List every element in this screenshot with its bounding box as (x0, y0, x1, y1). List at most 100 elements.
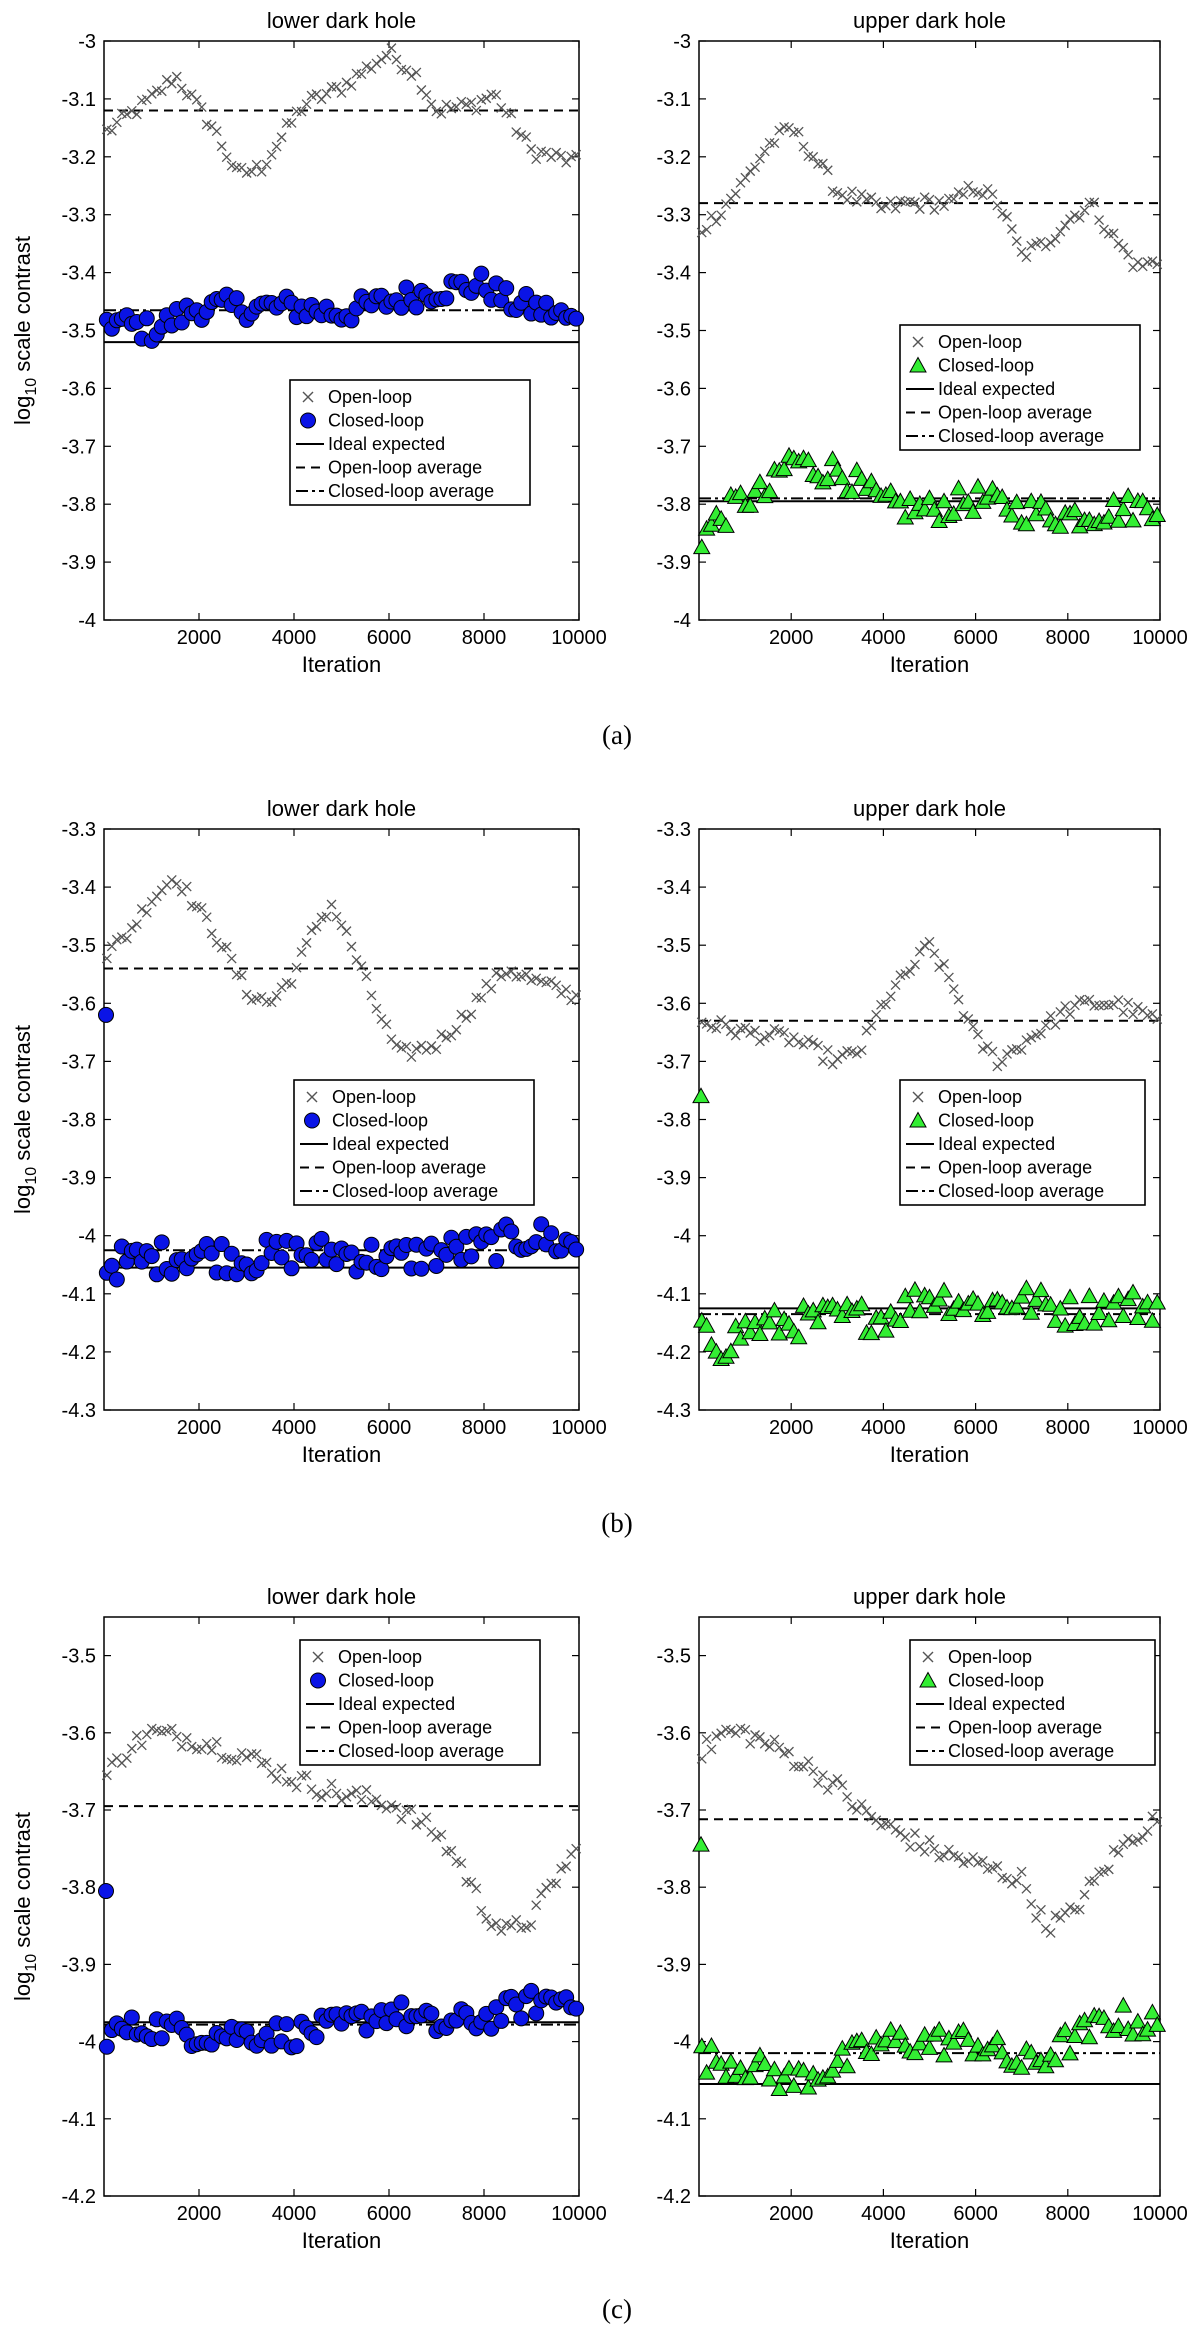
open-loop-point (711, 1731, 722, 1742)
open-loop-point (371, 1794, 382, 1805)
open-loop-point (948, 984, 959, 995)
open-loop-point (366, 1796, 377, 1807)
open-loop-point (1142, 1826, 1153, 1837)
open-loop-point (1132, 1835, 1143, 1846)
legend: Open-loop Closed-loop Ideal expected Open-l… (299, 1639, 541, 1766)
x-axis-label: Iteration (302, 2228, 382, 2253)
closed-loop-point (1109, 511, 1128, 528)
open-loop-point (885, 991, 896, 1002)
open-loop-point (798, 141, 809, 152)
open-loop-point (251, 159, 262, 170)
open-loop-point (1103, 1864, 1114, 1875)
open-loop-point (1123, 1833, 1134, 1844)
open-loop-point (486, 983, 497, 994)
y-tick-label: -3.5 (657, 935, 691, 957)
closed-loop-point (799, 451, 818, 468)
open-loop-point (491, 968, 502, 978)
open-loop-point (411, 1819, 422, 1830)
closed-loop-point (775, 460, 793, 477)
open-loop-point (822, 165, 833, 176)
open-loop-point (356, 961, 367, 972)
open-loop-point (1016, 1866, 1027, 1877)
closed-loop-point (523, 1982, 540, 1999)
open-loop-point (496, 971, 507, 982)
closed-loop-point (568, 310, 585, 327)
open-loop-point (441, 99, 452, 110)
closed-loop-point (823, 450, 842, 467)
x-tick-label: 8000 (1046, 2203, 1091, 2225)
open-loop-point (511, 1914, 522, 1925)
closed-loop-point (891, 1312, 910, 1328)
y-tick-label: -3.7 (657, 436, 691, 458)
closed-loop-point (886, 2032, 905, 2049)
closed-loop-point (1012, 1287, 1031, 1304)
closed-loop-point (438, 290, 455, 307)
open-loop-point (281, 118, 292, 129)
closed-loop-point (930, 1290, 949, 1307)
open-loop-point (381, 50, 392, 61)
closed-loop-point (770, 1324, 789, 1341)
panel-label-c: (c) (602, 2294, 632, 2324)
closed-loop-point (862, 2045, 881, 2062)
closed-loop-point (1148, 2015, 1167, 2032)
closed-loop-point (1129, 2012, 1147, 2029)
y-tick-label: -3.9 (62, 1954, 96, 1976)
x-tick-label: 10000 (1132, 1417, 1188, 1439)
open-loop-point (1045, 1927, 1056, 1938)
closed-loop-point (228, 290, 245, 307)
open-loop-point (914, 946, 925, 957)
open-loop-point (992, 1861, 1003, 1871)
closed-loop-point (906, 2044, 924, 2061)
y-tick-label: -3.8 (62, 1877, 96, 1899)
legend-label: Open-loop (338, 1647, 422, 1667)
legend-label: Closed-loop average (328, 481, 494, 501)
closed-loop-point (423, 2005, 440, 2022)
open-loop-point (890, 980, 901, 990)
x-tick-label: 8000 (1046, 1417, 1091, 1439)
open-loop-point (900, 1832, 911, 1843)
open-loop-point (131, 919, 142, 930)
x-axis-label: Iteration (302, 652, 382, 677)
open-loop-point (1084, 994, 1095, 1005)
closed-loop-point (726, 2067, 745, 2083)
open-loop-point (861, 1805, 872, 1816)
open-loop-point (793, 126, 804, 137)
open-loop-point (481, 93, 492, 104)
closed-loop-point (1148, 1293, 1167, 1310)
open-loop-point (1128, 1009, 1138, 1020)
legend-label: Open-loop average (332, 1158, 486, 1178)
open-loop-point (1065, 214, 1075, 225)
closed-loop-point (253, 1255, 270, 1272)
open-loop-point (121, 1753, 132, 1764)
open-loop-point (759, 1032, 770, 1043)
open-loop-point (516, 971, 527, 982)
x-tick-label: 4000 (861, 2203, 906, 2225)
open-loop-point (456, 1009, 467, 1020)
open-loop-point (211, 126, 222, 137)
open-loop-point (953, 994, 964, 1005)
x-tick-label: 10000 (551, 627, 607, 649)
legend-label: Closed-loop (938, 356, 1034, 376)
legend-label: Open-loop average (938, 403, 1092, 423)
closed-loop-point (697, 2063, 716, 2080)
closed-loop-point (1061, 1288, 1079, 1305)
open-loop-point (1074, 212, 1085, 223)
open-loop-point (571, 990, 582, 1000)
open-loop-point (501, 968, 512, 979)
chart-title: lower dark hole (267, 8, 416, 33)
closed-loop-point (1129, 1309, 1147, 1325)
open-loop-point (910, 197, 920, 208)
open-loop-point (759, 1738, 770, 1749)
open-loop-point (939, 958, 949, 969)
y-tick-label: -3.9 (657, 552, 691, 574)
closed-loop-point (123, 2009, 140, 2026)
open-loop-point (396, 1814, 407, 1825)
y-tick-label: -3.9 (657, 1954, 691, 1976)
open-loop-point (261, 1757, 272, 1768)
closed-loop-point (721, 2052, 740, 2069)
open-loop-point (341, 926, 352, 937)
y-tick-label: -3.6 (62, 378, 96, 400)
open-loop-point (426, 99, 437, 110)
closed-loop-point (949, 479, 968, 496)
open-loop-point (426, 1041, 437, 1051)
